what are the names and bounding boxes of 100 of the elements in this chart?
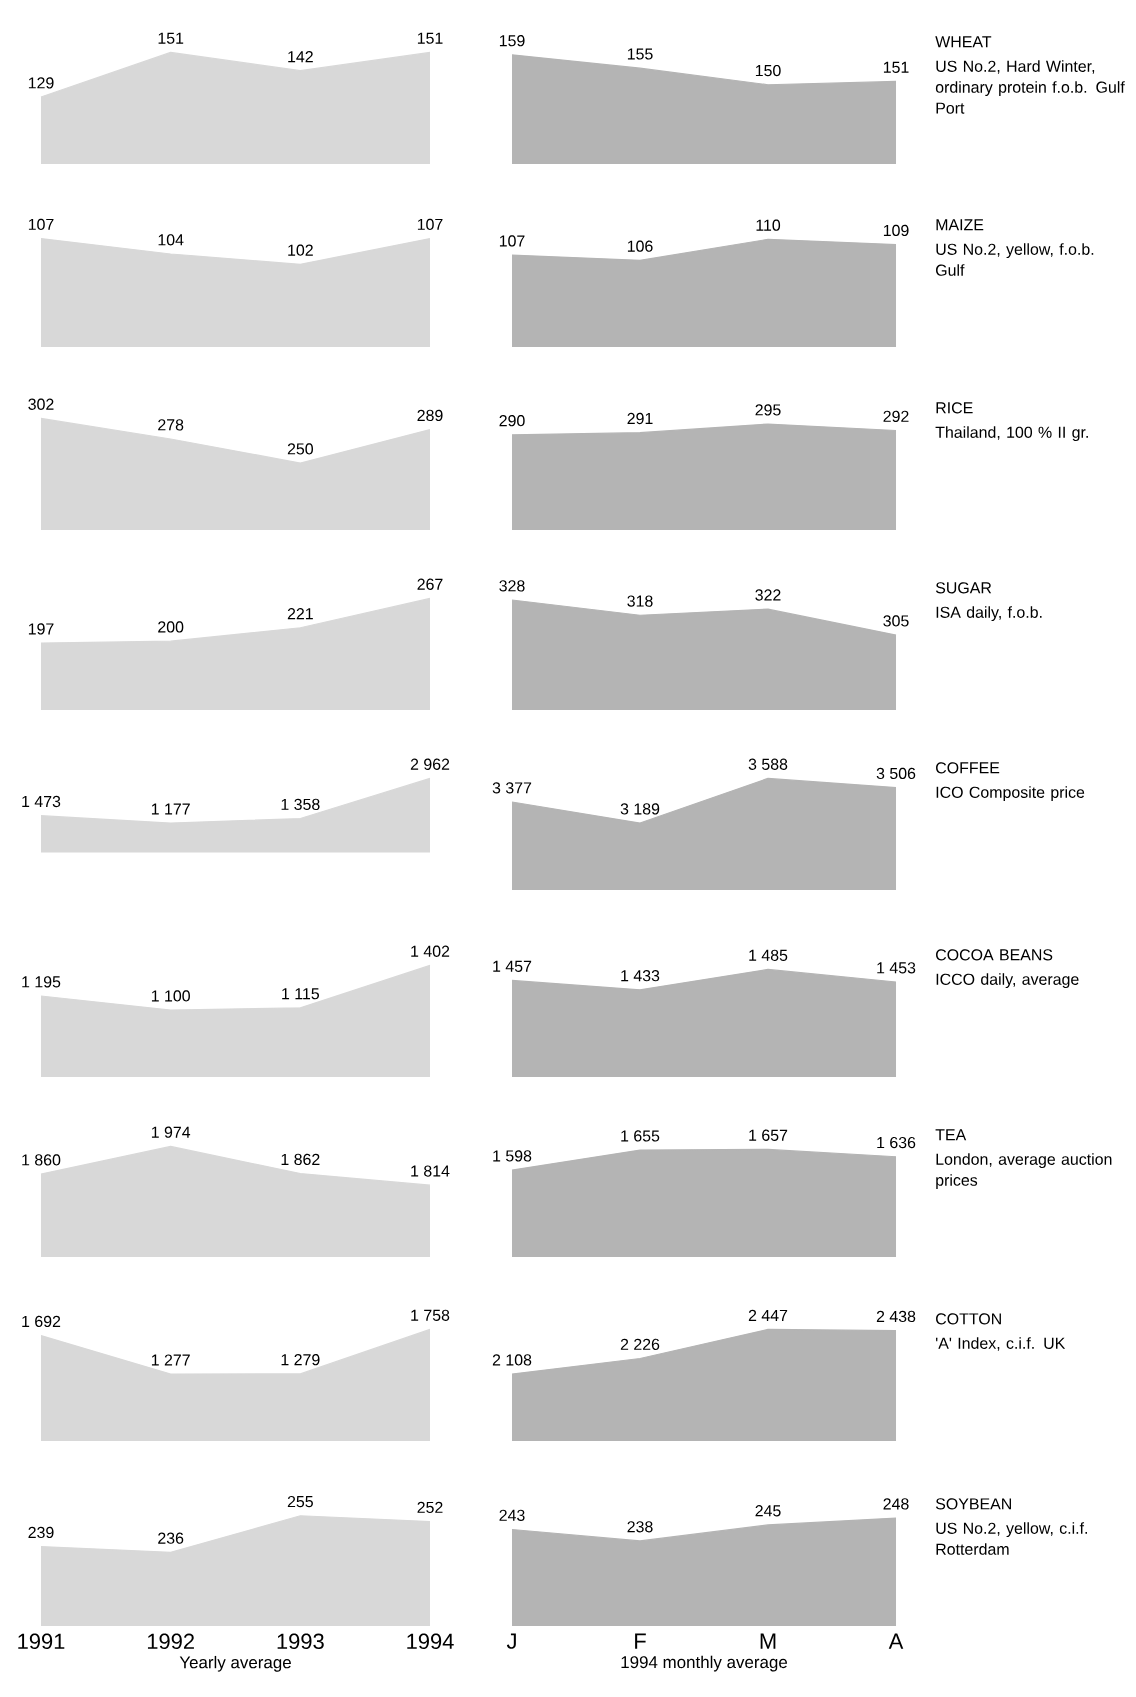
data-label: 302 [28, 398, 54, 410]
data-label: 328 [499, 580, 525, 592]
data-label: 129 [28, 77, 54, 89]
data-label: 142 [288, 51, 313, 63]
text: COFFEE [936, 762, 1000, 774]
x-axis-title: Yearly average [179, 1655, 291, 1672]
x-tick-label: J [506, 1633, 516, 1649]
x-tick-label: 1992 [147, 1633, 194, 1650]
data-label: 2 438 [876, 1310, 916, 1323]
data-label: 248 [883, 1498, 909, 1510]
data-label: 267 [417, 578, 443, 590]
annotation: RICE [936, 402, 973, 414]
data-label: 1 277 [151, 1354, 190, 1366]
data-label: 1 358 [281, 798, 320, 811]
data-label: 1 115 [282, 988, 320, 1000]
data-label: 107 [499, 235, 525, 247]
data-label: 109 [883, 224, 909, 237]
data-label: 243 [499, 1509, 525, 1521]
data-label: 1 433 [621, 970, 660, 982]
data-label: 110 [756, 219, 781, 231]
data-label: 102 [288, 244, 313, 256]
data-label: 1 195 [22, 976, 61, 988]
data-label: 151 [158, 32, 184, 44]
data-label: 155 [627, 48, 653, 60]
data-label: 3 189 [620, 803, 660, 815]
x-tick-label: M [760, 1633, 776, 1649]
data-label: 159 [499, 35, 525, 47]
data-label: 197 [28, 623, 54, 635]
data-label: 3 377 [492, 782, 532, 794]
text: SOYBEAN [935, 1498, 1011, 1510]
data-label: 255 [287, 1495, 313, 1508]
data-label: 2 108 [492, 1354, 532, 1366]
data-label: 1 636 [877, 1136, 916, 1149]
data-label: 2 447 [748, 1309, 788, 1321]
data-label: 1 974 [151, 1126, 191, 1138]
data-label: 239 [28, 1526, 54, 1539]
data-label: 289 [417, 409, 443, 422]
data-label: 1 657 [749, 1129, 788, 1141]
data-label: 1 100 [151, 990, 190, 1002]
data-label: 1 485 [749, 949, 788, 961]
data-label: 290 [499, 415, 525, 427]
data-label: 107 [28, 218, 54, 231]
annotation: Thailand, 100 % II gr. [935, 426, 1088, 442]
x-axis-title: 1994 monthly average [621, 1655, 788, 1672]
annotation: SUGAR [935, 582, 992, 594]
text: US No.2, yellow, c.i.f. Rotterdam [936, 1522, 1087, 1555]
data-label: 278 [158, 419, 184, 431]
data-label: 291 [627, 412, 653, 425]
data-label: 1 177 [151, 803, 190, 815]
data-label: 1 814 [411, 1165, 450, 1177]
data-label: 1 402 [411, 945, 450, 957]
annotation: ICO Composite price [936, 786, 1085, 802]
data-label: 3 506 [876, 767, 916, 780]
data-label: 295 [755, 404, 781, 416]
data-label: 305 [883, 615, 909, 627]
annotation: MAIZE [936, 219, 984, 231]
text: WHEAT [935, 36, 992, 48]
data-label: 1 655 [621, 1130, 660, 1142]
data-label: 1 860 [22, 1154, 61, 1166]
data-label: 238 [627, 1521, 653, 1533]
data-label: 245 [755, 1505, 781, 1517]
data-label: 1 692 [22, 1315, 61, 1328]
data-label: 1 758 [411, 1309, 450, 1321]
data-label: 200 [158, 621, 184, 633]
data-label: 1 457 [493, 960, 532, 972]
text: ISA daily, f.o.b. [936, 606, 1042, 622]
data-label: 292 [883, 410, 909, 422]
x-tick-label: 1993 [277, 1633, 324, 1650]
data-label: 318 [627, 595, 653, 607]
x-tick-label: 1994 [407, 1633, 454, 1650]
data-label: 151 [883, 61, 909, 73]
data-label: 252 [417, 1501, 443, 1514]
data-label: 151 [417, 32, 443, 44]
annotation: US No.2, Hard Winter, ordinary protein f.o.b. Gulf Port [935, 60, 1125, 114]
data-label: 322 [755, 589, 781, 601]
annotation: US No.2, yellow, f.o.b. Gulf [936, 243, 1094, 276]
x-tick-label: A [888, 1633, 904, 1649]
x-tick-label: 1991 [18, 1633, 65, 1650]
text: COTTON [936, 1313, 1001, 1325]
text: 'A' Index, c.i.f. UK [936, 1337, 1066, 1351]
data-label: 1 598 [493, 1150, 532, 1162]
data-label: 250 [287, 443, 313, 455]
data-label: 236 [158, 1532, 184, 1544]
data-label: 1 279 [281, 1354, 320, 1366]
data-label: 221 [287, 608, 313, 620]
annotation: COCOA BEANS [936, 949, 1053, 961]
data-label: 104 [158, 234, 184, 246]
data-label: 150 [755, 64, 781, 77]
data-label: 3 588 [748, 758, 788, 770]
data-label: 106 [627, 240, 653, 252]
annotation: London, average auction prices [936, 1153, 1112, 1189]
data-label: 2 962 [410, 758, 450, 770]
annotation: ICCO daily, average [936, 973, 1079, 989]
data-label: 1 862 [281, 1153, 320, 1166]
data-label: 1 453 [877, 962, 916, 974]
annotation: TEA [935, 1129, 967, 1141]
data-label: 107 [417, 218, 443, 231]
x-tick-label: F [635, 1633, 646, 1649]
data-label: 1 473 [22, 795, 61, 808]
data-label: 2 226 [620, 1338, 660, 1351]
